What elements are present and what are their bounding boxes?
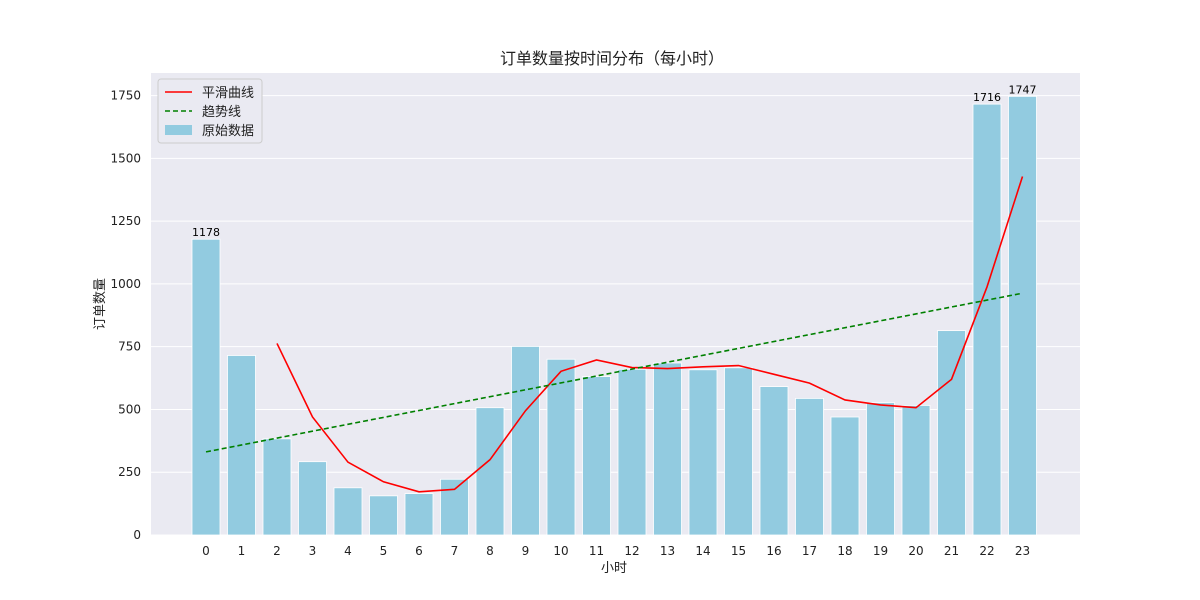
x-tick-label: 3 bbox=[309, 544, 317, 558]
legend-label: 原始数据 bbox=[202, 124, 254, 139]
y-tick-label: 1750 bbox=[110, 89, 141, 103]
bar bbox=[617, 368, 647, 536]
smooth-line bbox=[276, 176, 1024, 493]
bar bbox=[972, 103, 1002, 536]
x-tick-label: 12 bbox=[624, 544, 639, 558]
x-tick-label: 13 bbox=[660, 544, 675, 558]
x-axis-ticks: 0 1 2 3 4 5 6 7 8 9 10 11 12 13 14 15 16 17 18 19 20 21 22 23 bbox=[202, 544, 1030, 558]
bar bbox=[688, 369, 718, 536]
x-tick-label: 0 bbox=[202, 544, 210, 558]
legend-swatch bbox=[165, 125, 192, 135]
bar bbox=[653, 362, 682, 536]
bar bbox=[191, 238, 221, 536]
y-axis-label: 订单数量 bbox=[93, 278, 108, 330]
x-tick-label: 17 bbox=[802, 544, 817, 558]
x-tick-label: 10 bbox=[553, 544, 568, 558]
y-axis-ticks: 0 250 500 750 1000 1250 1500 1750 bbox=[110, 89, 141, 542]
x-tick-label: 5 bbox=[380, 544, 388, 558]
bar bbox=[901, 405, 931, 536]
x-tick-label: 15 bbox=[731, 544, 746, 558]
x-tick-label: 20 bbox=[908, 544, 923, 558]
bar-value-label: 1178 bbox=[192, 226, 220, 239]
line-series bbox=[205, 176, 1024, 493]
bar bbox=[1008, 95, 1037, 536]
bar-series bbox=[191, 95, 1037, 536]
y-tick-label: 1250 bbox=[110, 214, 141, 228]
y-tick-label: 0 bbox=[133, 528, 141, 542]
x-tick-label: 22 bbox=[979, 544, 994, 558]
x-axis-label: 小时 bbox=[601, 561, 627, 576]
y-tick-label: 500 bbox=[118, 402, 141, 416]
trend-line bbox=[205, 292, 1023, 453]
x-tick-label: 16 bbox=[766, 544, 781, 558]
legend-label: 平滑曲线 bbox=[202, 86, 254, 101]
bar bbox=[866, 402, 895, 536]
bar-labels: 1178 1716 1747 bbox=[192, 83, 1037, 239]
bar bbox=[724, 367, 753, 536]
x-tick-label: 18 bbox=[837, 544, 852, 558]
bar bbox=[937, 330, 966, 536]
y-tick-label: 750 bbox=[118, 340, 141, 354]
y-tick-label: 250 bbox=[118, 465, 141, 479]
x-tick-label: 8 bbox=[486, 544, 494, 558]
bar bbox=[475, 407, 505, 536]
legend-label: 趋势线 bbox=[202, 104, 241, 120]
bar bbox=[298, 461, 327, 536]
x-tick-label: 4 bbox=[344, 544, 352, 558]
bar bbox=[511, 346, 540, 536]
x-tick-label: 1 bbox=[238, 544, 246, 558]
x-tick-label: 23 bbox=[1015, 544, 1030, 558]
bar bbox=[404, 493, 434, 536]
bar bbox=[759, 386, 789, 536]
y-tick-label: 1500 bbox=[110, 151, 141, 165]
x-tick-label: 6 bbox=[415, 544, 423, 558]
bar bbox=[333, 487, 363, 536]
bar bbox=[795, 398, 824, 536]
x-tick-label: 21 bbox=[944, 544, 959, 558]
x-tick-label: 14 bbox=[695, 544, 710, 558]
bar bbox=[262, 438, 292, 536]
chart-title: 订单数量按时间分布（每小时） bbox=[500, 49, 724, 68]
bar-value-label: 1747 bbox=[1009, 83, 1037, 96]
bar bbox=[546, 358, 576, 536]
y-tick-label: 1000 bbox=[110, 277, 141, 291]
x-tick-label: 9 bbox=[522, 544, 530, 558]
bar-value-label: 1716 bbox=[973, 91, 1001, 104]
bar bbox=[830, 416, 860, 536]
bar bbox=[582, 376, 611, 536]
x-tick-label: 2 bbox=[273, 544, 281, 558]
x-tick-label: 19 bbox=[873, 544, 888, 558]
x-tick-label: 7 bbox=[451, 544, 459, 558]
bar bbox=[369, 495, 398, 536]
bar bbox=[440, 478, 469, 536]
x-tick-label: 11 bbox=[589, 544, 604, 558]
